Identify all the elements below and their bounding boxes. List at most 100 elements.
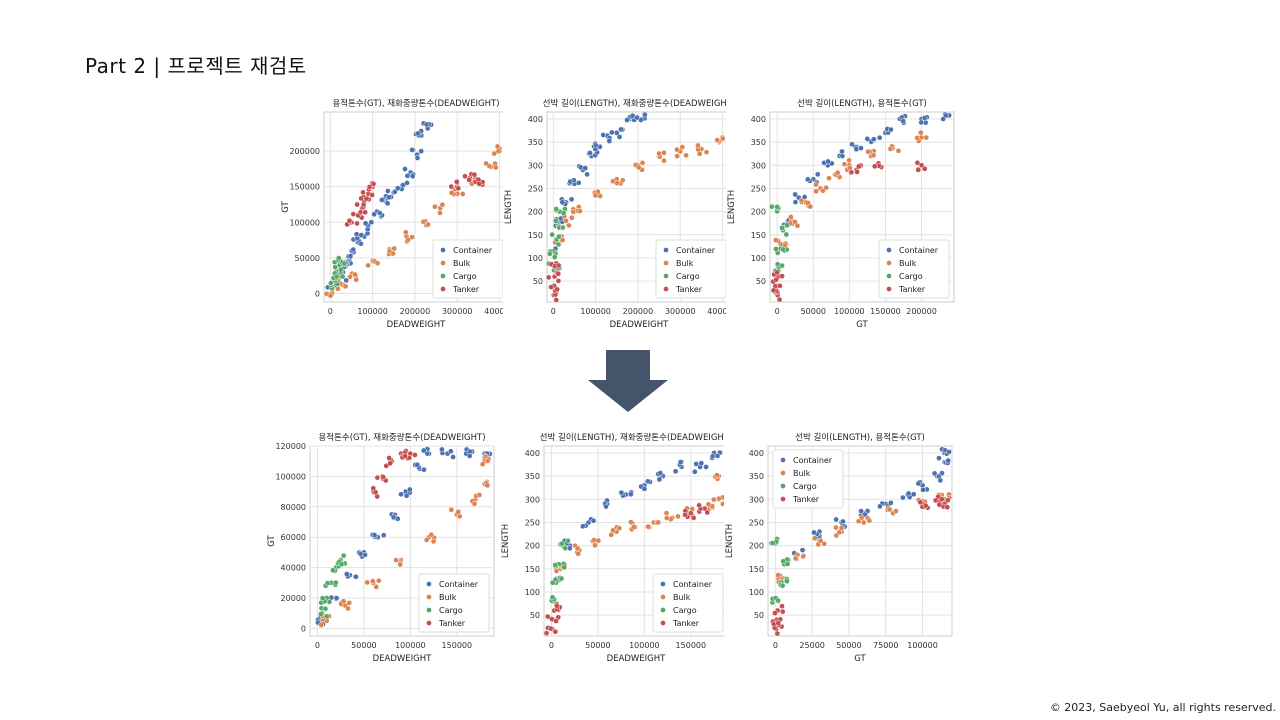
x-tick-label: 300000 bbox=[442, 307, 473, 316]
y-tick-label: 50000 bbox=[295, 254, 320, 263]
data-point-tanker bbox=[871, 163, 878, 170]
data-point-cargo bbox=[774, 204, 780, 210]
data-point-tanker bbox=[553, 297, 560, 303]
data-point-container bbox=[864, 135, 871, 142]
data-point-cargo bbox=[779, 262, 785, 269]
x-tick-label: 200000 bbox=[623, 307, 654, 316]
data-point-bulk bbox=[630, 524, 637, 530]
data-point-bulk bbox=[716, 495, 722, 502]
data-point-cargo bbox=[338, 561, 345, 568]
data-point-container bbox=[624, 117, 630, 123]
data-point-tanker bbox=[922, 502, 929, 509]
data-point-bulk bbox=[432, 203, 438, 210]
data-point-container bbox=[698, 460, 705, 467]
chart-gt-vs-deadweight-after: 0 50000 100000 150000 0 20000 40000 60000 80000 1… bbox=[266, 428, 502, 672]
x-tick-label: 400000 bbox=[484, 307, 515, 316]
data-point-cargo bbox=[773, 246, 779, 252]
data-point-tanker bbox=[374, 474, 381, 481]
data-point-container bbox=[404, 172, 411, 179]
data-point-bulk bbox=[917, 129, 924, 136]
data-point-container bbox=[587, 150, 593, 156]
data-point-bulk bbox=[821, 540, 828, 547]
data-point-bulk bbox=[639, 160, 646, 166]
legend-marker-cargo bbox=[660, 607, 666, 613]
data-point-tanker bbox=[360, 201, 367, 208]
y-tick-label: 300 bbox=[751, 161, 766, 170]
y-tick-label: 300 bbox=[528, 161, 543, 170]
data-point-bulk bbox=[476, 492, 483, 498]
legend-label-container: Container bbox=[899, 246, 939, 255]
data-point-tanker bbox=[370, 181, 377, 187]
data-point-cargo bbox=[337, 266, 344, 273]
x-axis-label: GT bbox=[856, 320, 868, 330]
data-point-container bbox=[353, 231, 360, 238]
legend-box bbox=[418, 573, 490, 633]
data-point-bulk bbox=[817, 537, 824, 544]
data-point-cargo bbox=[549, 594, 556, 601]
x-tick-label: 100000 bbox=[834, 307, 865, 316]
data-point-bulk bbox=[459, 191, 466, 197]
x-tick-label: 300000 bbox=[665, 307, 696, 316]
data-point-bulk bbox=[887, 146, 894, 152]
down-arrow-icon bbox=[588, 350, 668, 412]
legend-label-cargo: Cargo bbox=[673, 606, 697, 615]
y-tick-label: 400 bbox=[749, 449, 764, 458]
data-point-cargo bbox=[335, 255, 342, 261]
data-point-bulk bbox=[675, 513, 681, 520]
legend-label-tanker: Tanker bbox=[438, 619, 466, 628]
data-point-cargo bbox=[323, 613, 330, 620]
data-point-tanker bbox=[944, 504, 951, 511]
data-point-cargo bbox=[552, 217, 559, 224]
data-point-tanker bbox=[350, 211, 357, 217]
data-point-tanker bbox=[777, 283, 783, 289]
data-point-tanker bbox=[360, 189, 366, 196]
data-point-container bbox=[414, 461, 421, 468]
data-point-bulk bbox=[423, 537, 430, 543]
data-point-bulk bbox=[710, 496, 717, 503]
data-point-container bbox=[466, 453, 473, 459]
data-point-container bbox=[877, 503, 883, 510]
data-point-container bbox=[414, 155, 421, 161]
chart-length-vs-gt-before: 0 50000 100000 150000 200000 50 100 150 200 250 30… bbox=[726, 94, 962, 338]
data-point-tanker bbox=[387, 460, 394, 467]
data-point-cargo bbox=[552, 562, 559, 568]
data-point-container bbox=[403, 492, 410, 499]
legend-label-container: Container bbox=[673, 580, 713, 589]
data-point-container bbox=[833, 516, 840, 523]
y-tick-label: 300 bbox=[749, 495, 764, 504]
data-point-bulk bbox=[374, 260, 381, 267]
data-point-bulk bbox=[425, 221, 431, 228]
x-axis-label: DEADWEIGHT bbox=[373, 654, 433, 664]
data-point-bulk bbox=[592, 192, 599, 199]
data-point-container bbox=[656, 476, 663, 483]
legend-label-bulk: Bulk bbox=[453, 259, 471, 268]
data-point-cargo bbox=[783, 231, 790, 238]
data-point-container bbox=[579, 523, 586, 530]
legend-box bbox=[652, 573, 724, 633]
data-point-bulk bbox=[391, 245, 398, 252]
data-point-bulk bbox=[794, 222, 801, 229]
y-tick-label: 100000 bbox=[289, 218, 320, 227]
data-point-cargo bbox=[779, 224, 785, 231]
data-point-bulk bbox=[448, 189, 455, 196]
data-point-container bbox=[404, 180, 410, 186]
data-point-container bbox=[888, 126, 894, 133]
data-point-bulk bbox=[342, 283, 349, 290]
data-point-container bbox=[357, 550, 364, 557]
data-point-cargo bbox=[780, 246, 787, 253]
x-tick-label: 150000 bbox=[442, 641, 473, 650]
data-point-container bbox=[804, 176, 811, 183]
data-point-tanker bbox=[462, 173, 468, 180]
data-point-container bbox=[910, 491, 917, 498]
data-point-container bbox=[825, 158, 832, 165]
y-axis-label: GT bbox=[281, 200, 291, 212]
x-tick-label: 50000 bbox=[801, 307, 826, 316]
y-tick-label: 250 bbox=[525, 518, 540, 527]
data-point-cargo bbox=[332, 579, 339, 586]
data-point-bulk bbox=[559, 237, 566, 244]
data-point-cargo bbox=[341, 260, 348, 267]
data-point-tanker bbox=[775, 620, 782, 626]
y-tick-label: 80000 bbox=[281, 503, 306, 512]
data-point-bulk bbox=[855, 518, 862, 525]
x-tick-label: 50000 bbox=[351, 641, 376, 650]
